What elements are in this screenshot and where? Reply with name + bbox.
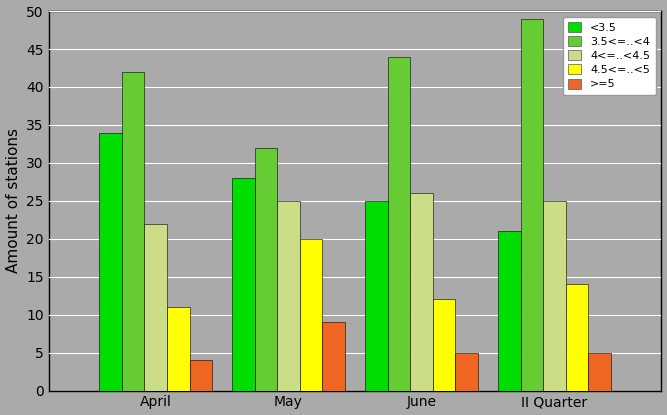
Bar	[144, 224, 167, 391]
Bar	[99, 132, 121, 391]
Bar	[255, 148, 277, 391]
Bar	[410, 193, 433, 391]
Bar	[300, 239, 322, 391]
Bar	[566, 284, 588, 391]
Bar	[543, 201, 566, 391]
Bar	[433, 300, 456, 391]
Bar	[456, 353, 478, 391]
Legend: <3.5, 3.5<=..<4, 4<=..<4.5, 4.5<=..<5, >=5: <3.5, 3.5<=..<4, 4<=..<4.5, 4.5<=..<5, >…	[562, 17, 656, 95]
Bar	[277, 201, 300, 391]
Bar	[365, 201, 388, 391]
Bar	[498, 231, 520, 391]
Bar	[167, 307, 189, 391]
Bar	[322, 322, 345, 391]
Bar	[588, 353, 611, 391]
Bar	[520, 19, 543, 391]
Bar	[189, 360, 212, 391]
Bar	[388, 56, 410, 391]
Bar	[232, 178, 255, 391]
Bar	[121, 72, 144, 391]
Y-axis label: Amount of stations: Amount of stations	[5, 128, 21, 273]
